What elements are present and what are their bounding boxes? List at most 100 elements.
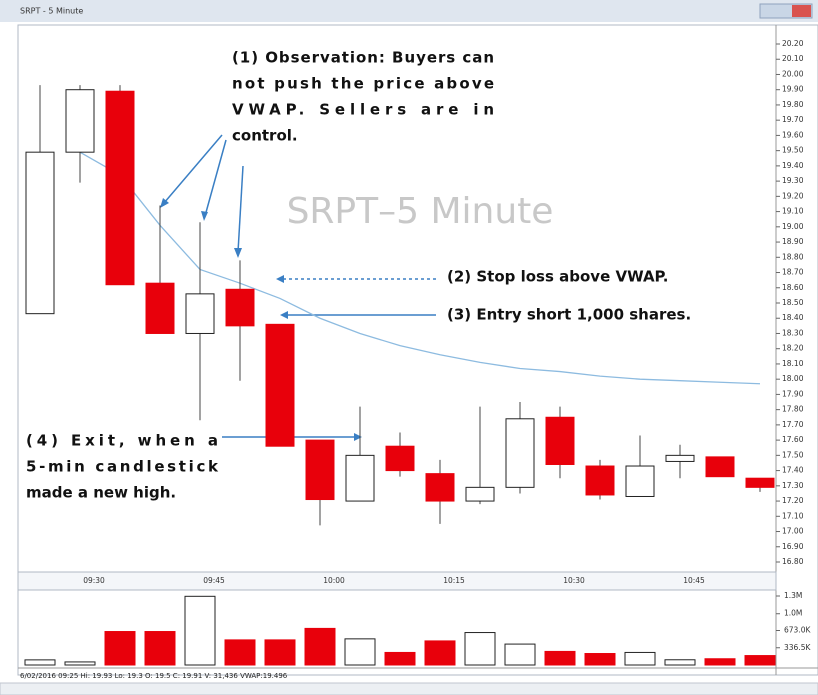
volume-bar [24,659,56,666]
candle-body [585,465,615,496]
x-tick-label: 10:00 [323,576,345,585]
y-tick-label: 17.00 [782,527,804,536]
y-tick-label: 17.40 [782,466,804,475]
y-tick-label: 18.30 [782,328,804,337]
y-tick-label: 18.50 [782,298,804,307]
candle-body [465,486,495,502]
chart-title: SRPT–5 Minute [287,191,554,232]
y-tick-label: 19.20 [782,191,804,200]
y-tick-label: 18.60 [782,283,804,292]
y-tick-label: 18.70 [782,268,804,277]
y-tick-label: 17.60 [782,435,804,444]
y-tick-label: 673.0K [784,626,811,635]
y-tick-label: 19.80 [782,100,804,109]
y-tick-label: 17.10 [782,511,804,520]
candle-body [345,454,375,502]
y-tick-label: 19.90 [782,85,804,94]
arrow-head [280,311,288,319]
arrow [204,139,227,217]
volume-bar [224,639,256,666]
candle-body [745,477,775,488]
candle-body [665,454,695,462]
candle-body [65,89,95,153]
volume-bar [424,640,456,666]
y-tick-label: 18.20 [782,344,804,353]
arrow-heads [160,198,362,441]
x-tick-label: 10:15 [443,576,465,585]
candle-body [625,465,655,497]
y-tick-label: 18.00 [782,374,804,383]
annotation: 5-min candlestick [26,458,219,476]
y-tick-label: 19.70 [782,115,804,124]
volume-bar [584,653,616,666]
x-tick-label: 10:45 [683,576,705,585]
y-tick-label: 1.0M [784,609,802,618]
volume-bar [464,632,496,666]
arrow-head [354,433,362,441]
annotation: (2) Stop loss above VWAP. [447,268,669,286]
arrow-head [276,275,284,283]
volume-bar [744,655,776,666]
y-tick-label: 20.10 [782,54,804,63]
x-tick-label: 09:30 [83,576,105,585]
y-tick-label: 17.70 [782,420,804,429]
annotation: (1) Observation: Buyers can [232,49,494,67]
candle-body [185,293,215,334]
y-tick-label: 19.00 [782,222,804,231]
y-tick-label: 19.30 [782,176,804,185]
arrow-head [234,248,242,258]
y-tick-label: 17.80 [782,405,804,414]
y-tick-label: 19.60 [782,130,804,139]
y-tick-label: 17.20 [782,496,804,505]
annotation: not push the price above [232,75,494,93]
arrow-head [160,198,169,208]
x-tick-label: 09:45 [203,576,225,585]
y-tick-label: 18.80 [782,252,804,261]
close-button[interactable] [792,5,811,17]
y-tick-label: 18.10 [782,359,804,368]
window-title: SRPT - 5 Minute [20,7,83,16]
y-tick-label: 17.90 [782,389,804,398]
scrollbar[interactable] [0,682,818,695]
candle-body [265,323,295,447]
y-tick-label: 16.90 [782,542,804,551]
title-bar [0,0,818,22]
volume-bar [384,651,416,666]
annotation: (3) Entry short 1,000 shares. [447,306,691,324]
annotation: control. [232,127,298,145]
annotation: VWAP. Sellers are in [232,101,494,119]
vwap-line [79,151,761,385]
candle-body [545,416,575,465]
y-tick-label: 20.00 [782,69,804,78]
arrow [163,134,223,204]
y-tick-label: 19.50 [782,146,804,155]
status-footer: 6/02/2016 09:25 Hi: 19.93 Lo: 19.3 O: 19… [20,672,288,680]
volume-bar [544,650,576,666]
y-tick-label: 336.5K [784,643,811,652]
candle-body [225,288,255,327]
volume-bar [264,639,296,666]
volume-bar [664,659,696,666]
volume-bar [104,631,136,666]
y-tick-label: 19.40 [782,161,804,170]
y-tick-label: 20.20 [782,39,804,48]
candle-body [145,282,175,334]
candle-body [505,418,535,488]
volume-bar [704,658,736,666]
time-axis [17,571,777,591]
y-tick-label: 16.80 [782,557,804,566]
y-tick-label: 17.30 [782,481,804,490]
candle-body [705,456,735,478]
volume-bar [64,661,96,666]
x-tick-label: 10:30 [563,576,585,585]
y-tick-label: 1.3M [784,591,802,600]
annotation: (4) Exit, when a [26,432,218,450]
arrow [237,165,244,253]
volume-bar [184,595,216,666]
candle-body [425,473,455,502]
candle-body [105,90,135,286]
volume-bar [624,651,656,666]
candle-body [385,445,415,472]
